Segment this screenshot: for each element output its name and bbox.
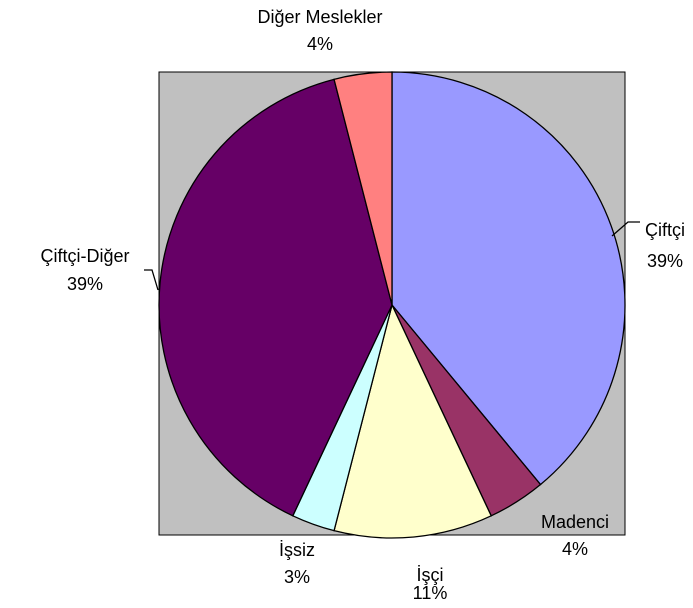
slice-label: Çiftçi xyxy=(645,220,685,240)
slice-label: Madenci xyxy=(541,512,609,532)
slice-value-label: 4% xyxy=(307,34,333,54)
slice-value-label: 11% xyxy=(413,583,448,603)
pie-slice xyxy=(333,303,493,539)
slice-label: Diğer Meslekler xyxy=(257,7,382,27)
pie-slice xyxy=(391,71,626,486)
leader-line xyxy=(611,221,640,237)
slice-value-label: 4% xyxy=(562,539,588,559)
slice-label: Çiftçi-Diğer xyxy=(40,246,129,266)
slice-value-label: 39% xyxy=(647,251,683,271)
slice-label: İşsiz xyxy=(279,540,315,560)
slice-value-label: 3% xyxy=(284,567,310,587)
leader-line xyxy=(144,269,159,291)
pie-slice xyxy=(333,71,393,306)
slice-label: İşçi xyxy=(417,565,444,585)
slice-value-label: 39% xyxy=(67,274,103,294)
pie-slice xyxy=(158,78,393,517)
